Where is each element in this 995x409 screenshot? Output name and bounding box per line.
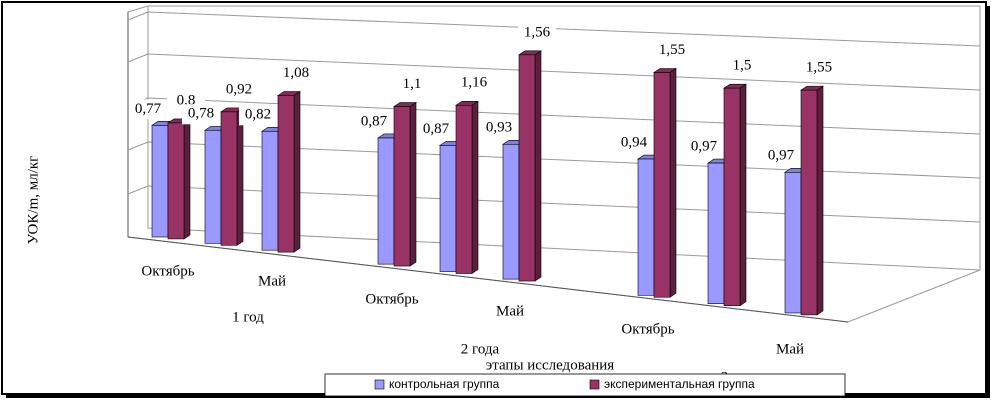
value-label: 1,5 <box>733 58 752 74</box>
value-label: 0,77 <box>135 101 162 117</box>
value-label: 0,87 <box>361 113 388 129</box>
bar-side <box>409 101 417 267</box>
bar <box>455 100 479 275</box>
bar-side <box>236 107 244 246</box>
value-label: 1,55 <box>659 42 685 58</box>
bar-front <box>653 72 671 298</box>
bar-side <box>293 90 301 253</box>
bar-front <box>261 131 279 251</box>
group-label: 1 год <box>232 309 264 325</box>
bar-front <box>439 145 457 272</box>
bar-side <box>471 100 479 275</box>
value-label: 1,1 <box>403 76 422 92</box>
value-label-bg <box>480 118 518 139</box>
value-label-bg <box>518 22 556 43</box>
value-label-bg <box>239 105 277 126</box>
bar-side <box>816 85 824 316</box>
value-label-bg <box>220 79 258 100</box>
value-label-bg <box>455 73 493 94</box>
value-label: 0,92 <box>226 81 252 97</box>
value-label-bg <box>685 137 723 158</box>
value-label: 1,56 <box>524 24 551 40</box>
bar <box>723 83 747 307</box>
bar-front <box>277 95 295 253</box>
x-tick-label: Октябрь <box>141 263 194 279</box>
bar <box>277 90 301 253</box>
value-label-bg <box>277 63 315 84</box>
x-tick-label: Май <box>258 273 286 289</box>
value-label: 0,97 <box>691 139 718 155</box>
y-axis-label: УОК/m, мл/кг <box>25 156 41 245</box>
bar-front <box>220 111 238 246</box>
value-label-bg <box>653 40 691 61</box>
value-label: 0,87 <box>423 121 450 137</box>
value-label: 0,82 <box>245 107 271 123</box>
bar-front <box>455 104 473 274</box>
bar <box>393 101 417 267</box>
value-label: 0,94 <box>621 134 648 150</box>
value-label-bg <box>393 74 431 95</box>
back-wall <box>127 5 981 323</box>
bar-front <box>707 162 725 305</box>
bar-front <box>151 125 169 238</box>
bar-front <box>800 89 818 316</box>
value-label: 0,78 <box>188 106 214 122</box>
legend-swatch <box>374 379 385 390</box>
bar-side <box>183 118 191 240</box>
value-label-bg <box>417 119 455 140</box>
x-tick-label: Май <box>496 303 524 319</box>
bar-side <box>534 50 542 282</box>
bar <box>800 85 824 316</box>
bar <box>220 107 244 246</box>
value-label-bg <box>182 104 220 125</box>
bar <box>653 67 677 298</box>
value-label: 1,08 <box>283 65 309 81</box>
legend-swatch <box>589 379 600 390</box>
value-label-bg <box>129 99 167 120</box>
legend-label: контрольная группа <box>389 377 500 391</box>
x-tick-label: Октябрь <box>621 321 674 337</box>
bar-front <box>637 158 655 296</box>
legend <box>324 373 846 397</box>
bar-front <box>167 122 185 240</box>
bar <box>518 50 542 282</box>
bar-front <box>204 129 222 244</box>
bar-side <box>739 83 747 307</box>
bar <box>167 118 191 240</box>
bar-side <box>669 67 677 298</box>
x-axis-label: этапы исследования <box>486 357 615 373</box>
bar-front <box>784 172 802 314</box>
value-label: 0,93 <box>486 120 512 136</box>
value-label: 1,55 <box>806 60 832 76</box>
bar-front <box>502 143 520 280</box>
bar-front <box>723 87 741 306</box>
bar-front <box>377 137 395 265</box>
bar-front <box>518 54 536 282</box>
value-label-bg <box>800 58 838 79</box>
x-tick-label: Май <box>776 341 804 357</box>
value-label: 0,97 <box>768 148 795 164</box>
value-label-bg <box>355 111 393 132</box>
value-label-bg <box>723 56 761 77</box>
value-label: 1,16 <box>461 75 488 91</box>
value-label-bg <box>762 146 800 167</box>
frame <box>1 1 987 395</box>
x-tick-label: Октябрь <box>365 291 418 307</box>
bar-front <box>393 106 411 267</box>
legend-label: экспериментальная группа <box>604 377 755 391</box>
value-label-bg <box>615 133 653 154</box>
group-label: 2 года <box>461 341 500 357</box>
